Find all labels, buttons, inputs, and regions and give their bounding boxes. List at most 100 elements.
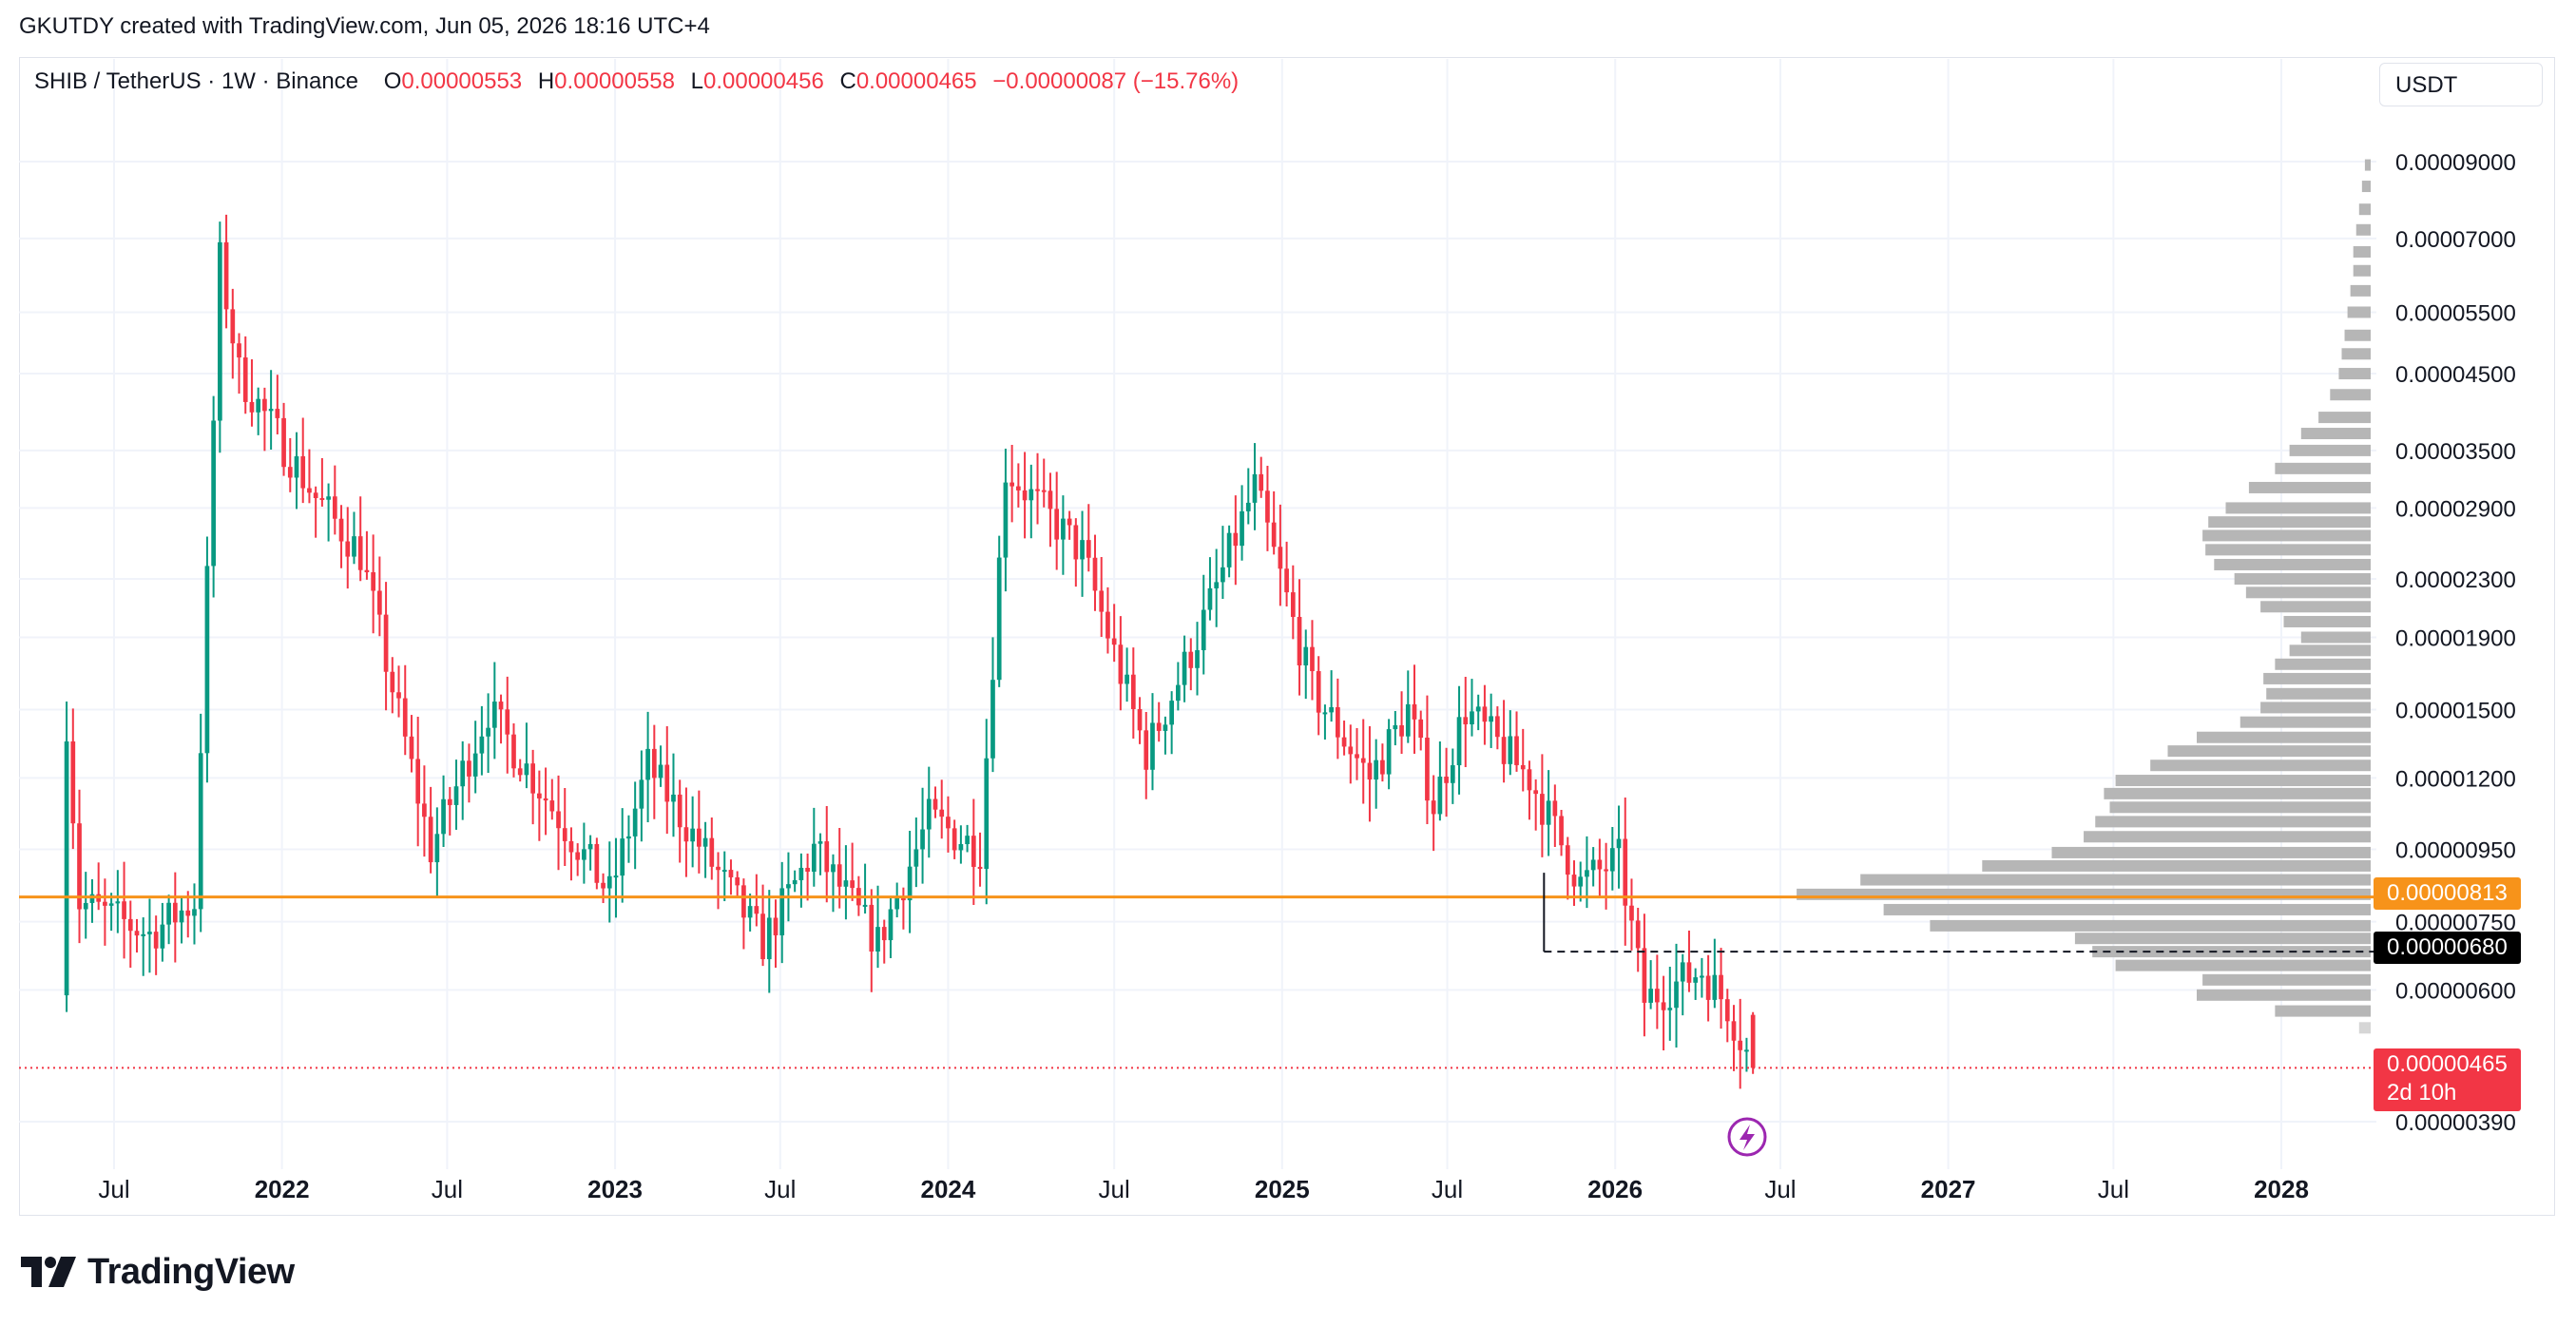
candle-body	[1130, 674, 1136, 709]
candle-body	[901, 896, 906, 901]
candle-body	[958, 844, 964, 851]
candle-body	[460, 760, 466, 787]
candle-body	[1348, 746, 1354, 755]
candle-body	[345, 541, 351, 557]
candle-body	[147, 932, 152, 934]
candle-body	[1118, 644, 1124, 684]
candle-body	[1495, 716, 1500, 738]
y-tick-label: 0.00001500	[2395, 699, 2516, 724]
candle-body	[115, 901, 121, 904]
candle-body	[926, 798, 932, 830]
volume-profile-bar	[1982, 859, 2371, 872]
tradingview-logo[interactable]: TradingView	[21, 1251, 295, 1293]
candle-body	[1700, 975, 1704, 978]
candle-body	[1642, 948, 1647, 1003]
candle-body	[1073, 525, 1079, 560]
volume-profile-bar	[2084, 831, 2371, 843]
volume-profile-bar	[2240, 716, 2371, 728]
candle-body	[907, 866, 913, 901]
volume-profile-bar	[2245, 587, 2371, 599]
lightning-icon[interactable]	[1727, 1117, 1767, 1157]
candle-body	[1080, 540, 1085, 560]
candle-body	[1290, 592, 1296, 617]
candle-body	[472, 753, 478, 777]
y-tick-label: 0.00003500	[2395, 439, 2516, 465]
candle-body	[479, 736, 485, 754]
candle-body	[1003, 482, 1009, 558]
candle-body	[1137, 708, 1143, 731]
x-tick-label: Jul	[764, 1175, 796, 1203]
candle-body	[549, 800, 555, 812]
volume-profile-bar	[2248, 481, 2371, 493]
candle-body	[160, 924, 165, 949]
candle-body	[1386, 729, 1392, 775]
candle-body	[779, 888, 785, 935]
candle-body	[237, 343, 241, 358]
candle-body	[134, 931, 140, 936]
volume-profile-bar	[2358, 1022, 2371, 1034]
candle-body	[441, 798, 446, 835]
candle-body	[230, 309, 236, 344]
candle-body	[620, 838, 625, 876]
candle-body	[817, 841, 823, 844]
candle-body	[1360, 758, 1366, 763]
volume-profile-bar	[2353, 245, 2371, 258]
candle-body	[709, 837, 715, 867]
candle-body	[1265, 490, 1270, 523]
candle-body	[754, 906, 759, 914]
candle-body	[1609, 848, 1615, 872]
currency-button[interactable]: USDT	[2379, 63, 2543, 106]
candle-body	[626, 836, 631, 839]
candle-body	[1252, 473, 1258, 503]
candle-body	[613, 875, 619, 878]
candle-body	[1188, 651, 1194, 668]
volume-profile-bar	[2150, 760, 2371, 772]
candle-body	[831, 864, 836, 873]
candle-body	[307, 488, 312, 493]
price-levels	[19, 873, 2376, 1069]
candle-body	[256, 398, 261, 413]
candle-body	[862, 904, 868, 907]
y-tick-label: 0.00000950	[2395, 838, 2516, 864]
candle-body	[869, 904, 875, 952]
volume-profile-bar	[2353, 264, 2371, 277]
volume-profile-bar	[2167, 745, 2371, 758]
last-price-tag: 0.00000465 2d 10h	[2374, 1048, 2521, 1111]
candle-body	[1425, 738, 1430, 801]
candle-body	[1399, 724, 1404, 737]
candle-body	[352, 536, 356, 557]
candle-body	[1565, 845, 1570, 875]
volume-profile-bar	[1860, 874, 2371, 886]
candle-body	[498, 702, 504, 710]
candle-body	[1393, 724, 1398, 730]
candle-body	[1067, 518, 1072, 526]
candle-body	[664, 764, 670, 802]
candle-body	[287, 467, 293, 478]
candle-body	[1470, 711, 1474, 725]
candle-body	[568, 840, 574, 853]
candle-body	[377, 590, 382, 615]
volume-profile-bar	[2202, 973, 2371, 986]
candle-body	[875, 927, 880, 952]
candle-body	[971, 836, 976, 867]
volume-profile-bar	[1930, 919, 2371, 932]
volume-profile-bar	[2350, 284, 2371, 297]
candle-body	[1240, 510, 1244, 547]
symbol-title[interactable]: SHIB / TetherUS · 1W · Binance	[34, 68, 359, 94]
bar-countdown: 2d 10h	[2387, 1080, 2457, 1106]
x-tick-label: 2028	[2254, 1175, 2309, 1203]
candle-body	[1514, 736, 1519, 765]
candle-body	[447, 798, 452, 805]
candle-body	[396, 692, 401, 699]
candle-body	[185, 910, 191, 916]
candle-body	[645, 748, 650, 780]
tradingview-logo-icon	[21, 1257, 76, 1287]
candle-body	[1156, 722, 1162, 731]
candle-body	[1590, 859, 1596, 871]
candle-body	[984, 758, 990, 870]
volume-profile	[1797, 159, 2371, 1034]
candle-body	[537, 793, 542, 798]
candle-body	[996, 557, 1002, 681]
candle-body	[77, 823, 82, 910]
